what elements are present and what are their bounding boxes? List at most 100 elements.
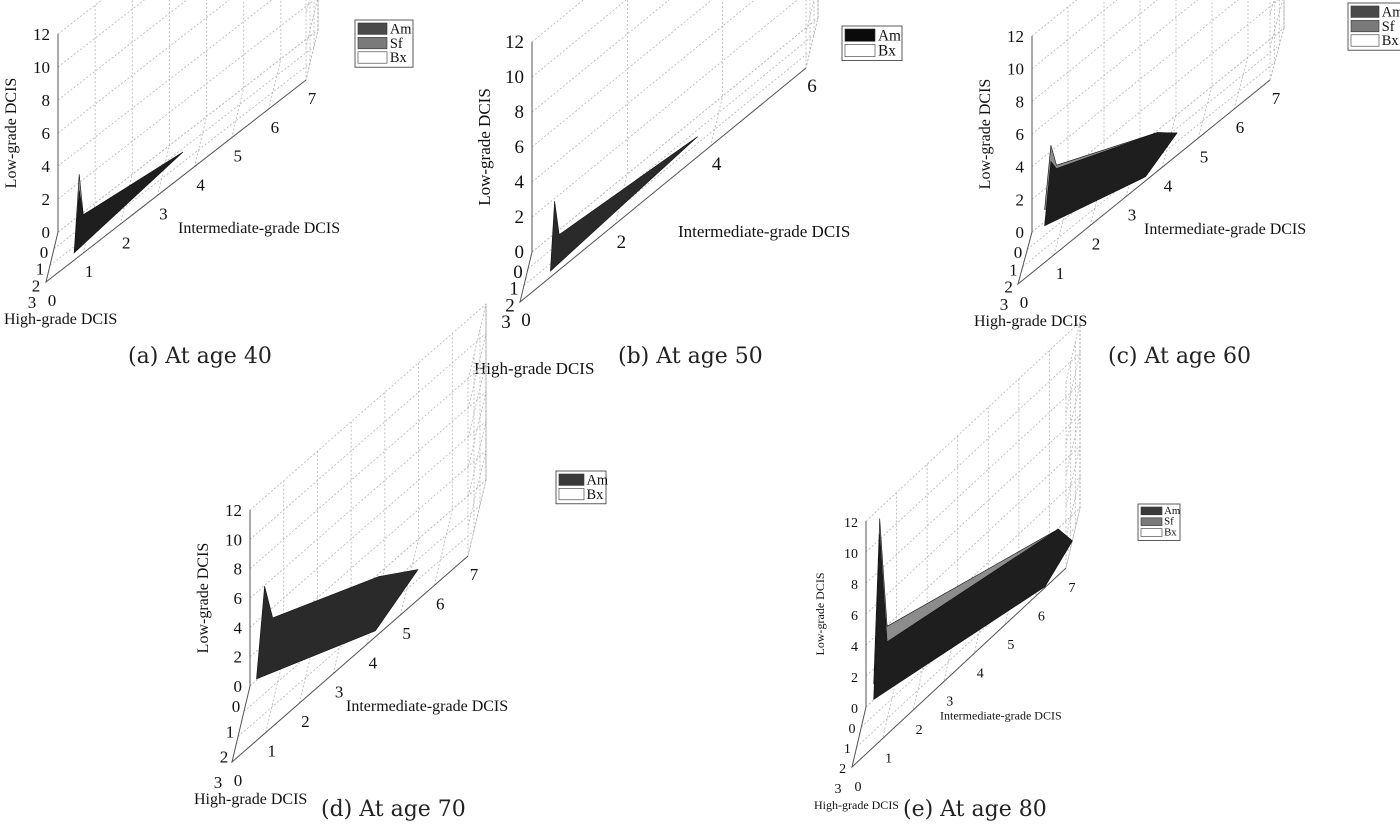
gridline-z-d-5 [249,332,487,540]
chart-panel-b: 0 2 4 6 8 10 12 0 1 2 3 6 4 2 0 Low-grade DCIS High-grad… [470,0,920,378]
legend-label-sf-e: Sf [1164,516,1174,528]
legend-label-am-d: Am [587,472,609,488]
z-tick-label-b-2: 4 [515,172,525,193]
x-tick-label-d-1: 1 [226,722,235,741]
z-tick-label-a-0: 0 [42,223,51,242]
z-tick-label-c-1: 2 [1016,190,1025,209]
y-tick-label-e-6: 1 [885,752,892,767]
y-tick-label-c-3: 4 [1164,176,1173,195]
z-tick-label-c-2: 4 [1016,158,1025,177]
x-tick-label-c-3: 3 [1000,295,1009,314]
legend-label-am-b: Am [878,27,901,44]
legend-label-am-e: Am [1164,505,1181,517]
gridline-x-c-2 [1022,0,1276,267]
z-tick-label-c-4: 8 [1016,92,1025,111]
y-tick-label-c-2: 5 [1200,147,1209,166]
caption-c: (c) At age 60 [1108,344,1252,369]
gridline-y-b-2 [710,0,724,147]
caption-d: (d) At age 70 [321,797,466,822]
caption-b: (b) At age 50 [618,344,763,369]
axes-b [519,0,819,304]
gridline-z-a-1 [57,0,318,200]
x-tick-label-d-3: 3 [214,773,223,792]
y-tick-label-d-1: 6 [436,594,445,613]
legend-swatch-am-c [1350,5,1380,18]
legend-label-bx-d: Bx [587,487,605,503]
gridline-x-a-2 [49,0,311,266]
legend-label-bx-e: Bx [1164,526,1177,538]
gridline-z-e-5 [865,351,1081,553]
x-tick-label-b-2: 2 [505,295,515,316]
chart-panel-c: 0 2 4 6 8 10 12 0 1 2 3 7 6 5 4 3 2 1 0 Low-grade DCIS High-… [970,0,1400,340]
y-tick-label-a-1: 6 [271,118,280,137]
x-tick-label-d-0: 0 [232,697,241,716]
y-axis-label-a: Intermediate-grade DCIS [178,220,340,237]
z-tick-label-d-3: 6 [234,589,243,608]
y-tick-label-d-6: 1 [267,742,276,761]
x-tick-label-a-1: 1 [36,260,45,279]
z-tick-label-d-0: 0 [234,677,243,696]
axis-frame-d [231,510,469,764]
z-tick-label-b-4: 8 [515,102,525,123]
legend-label-bx-a: Bx [390,50,408,66]
legend-label-sf-a: Sf [390,36,403,52]
gridline-z-d-3 [249,390,487,599]
gridline-y-e-2 [912,464,928,711]
x-axis-label-e: High-grade DCIS [814,798,899,812]
caption-e: (e) At age 80 [903,797,1047,822]
y-tick-label-a-2: 5 [233,147,242,166]
legend-swatch-bx-e [1140,528,1163,537]
z-tick-label-e-4: 8 [851,578,858,593]
legend-swatch-am-b [844,28,876,42]
gridline-z-c-4 [1031,0,1158,102]
y-tick-label-c-6: 1 [1056,264,1065,283]
z-tick-label-b-6: 12 [505,32,524,53]
z-tick-label-d-2: 4 [234,618,243,637]
z-tick-label-a-2: 4 [42,157,51,176]
axes-a [45,0,319,284]
z-tick-label-a-4: 8 [42,91,51,110]
axis-frame-b [519,42,807,304]
z-tick-label-e-3: 6 [851,609,858,624]
gridline-y-c-5 [1197,0,1213,139]
legend-swatch-bx-a [357,51,388,64]
gridline-z-a-6 [57,0,103,35]
axes-c [1017,0,1285,286]
gridline-x-b-0 [531,0,819,253]
gridline-y-c-7 [1269,0,1285,81]
gridline-z-c-2 [1031,0,1275,167]
legend-swatch-bx-d [558,488,585,501]
chart-panel-e: 0 2 4 6 8 10 12 0 1 2 3 7 6 5 4 3 2 1 0 Low-grade DCIS High-… [810,320,1200,812]
y-tick-label-e-4: 3 [946,695,953,710]
gridline-y-d-2 [299,451,318,704]
z-tick-label-e-6: 12 [844,516,858,531]
x-tick-label-a-2: 2 [32,276,41,295]
x-axis-label-b: High-grade DCIS [474,359,594,378]
grid-d [231,302,487,763]
surface-am-d [256,569,419,680]
gridline-z-a-2 [57,0,310,167]
x-tick-label-b-0: 0 [513,262,523,283]
x-axis-label-c: High-grade DCIS [974,313,1087,330]
surface-am-a [73,151,184,254]
z-tick-label-c-3: 6 [1016,125,1025,144]
z-tick-label-d-4: 8 [234,560,243,579]
z-tick-label-e-2: 4 [851,640,858,655]
x-tick-label-c-1: 1 [1009,260,1018,279]
gridline-z-d-4 [249,361,487,569]
y-tick-label-d-0: 7 [470,565,479,584]
z-tick-label-c-5: 10 [1007,60,1024,79]
y-tick-label-e-2: 5 [1007,638,1014,653]
y-tick-label-e-1: 6 [1038,609,1045,624]
legend-swatch-bx-c [1350,34,1380,47]
axes-d [231,304,487,764]
z-tick-label-a-1: 2 [42,190,51,209]
axis-frame-a [45,34,307,284]
gridline-x-b-2 [523,0,811,286]
z-axis-label-b: Low-grade DCIS [475,88,494,206]
y-axis-label-d: Intermediate-grade DCIS [346,698,508,715]
gridline-y-d-3 [332,421,352,674]
